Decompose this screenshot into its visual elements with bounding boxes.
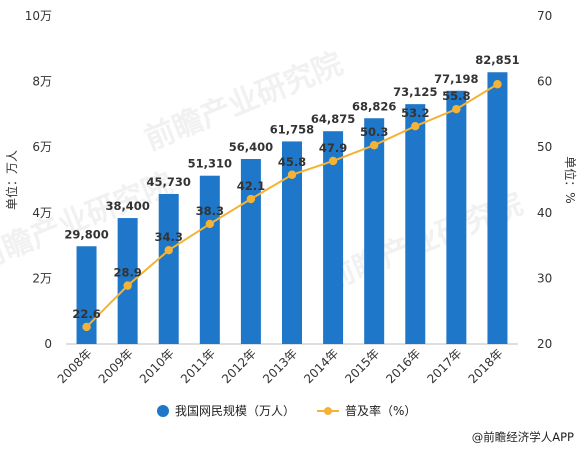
line-point [205,219,215,229]
line-point [369,141,379,150]
x-tick-label: 2015年 [342,346,382,386]
y-axis-left-title: 单位：万人 [4,150,19,210]
line-data-labels: 22.6 28.9 34.3 38.3 42.1 45.8 47.9 50.3 53.2 55.8 [72,89,470,321]
y-right-tick-label: 50 [537,140,552,154]
y-right-tick-label: 40 [537,206,552,220]
line-value-label: 38.3 [196,204,224,218]
y-right-tick-label: 20 [537,337,552,351]
x-tick-label: 2017年 [425,346,465,386]
line-point [328,156,338,166]
y-left-tick-label: 6万 [32,140,52,154]
bar-series [76,72,508,345]
bar-data-labels: 29,800 38,400 45,730 51,310 56,400 61,75864,8… [64,53,519,241]
bar-value-label: 56,400 [229,140,273,154]
y-left-tick-label: 4万 [32,206,52,220]
y-axis-left: 0 2万 4万 6万 8万 10万 [25,9,52,351]
legend: 我国网民规模（万人） 普及率（%） [157,403,416,418]
x-tick-label: 2009年 [96,346,136,386]
y-left-tick-label: 2万 [32,271,52,285]
bar [364,118,385,344]
line-value-label: 34.3 [155,230,183,244]
bar [76,246,97,344]
x-tick-label: 2016年 [383,346,423,386]
x-tick-label: 2012年 [219,346,259,386]
bar-value-label: 45,730 [147,175,191,189]
line-point [123,281,132,290]
source-credit: @前瞻经济学人APP [472,430,574,444]
x-axis-ticks: 2008年 2009年 2010年 2011年 2012年 2013年 2014年 2015年… [55,346,506,386]
line-point [493,80,502,89]
line-point [287,170,297,179]
y-left-tick-label: 0 [44,337,52,351]
bar-value-label: 82,851 [475,53,519,67]
bar [405,104,426,345]
line-point [452,104,461,114]
bar [446,90,467,344]
x-tick-label: 2008年 [55,346,95,386]
y-left-tick-label: 10万 [25,9,52,23]
line-value-label: 55.8 [442,89,470,103]
bar-value-label: 61,758 [270,122,314,136]
line-series [82,80,502,332]
bar-value-label: 73,125 [393,85,437,99]
bar [158,194,179,344]
line-value-label: 50.3 [360,125,388,139]
line-value-label: 22.6 [72,307,100,321]
bar-value-label: 77,198 [434,72,478,86]
bar [199,175,220,344]
x-tick-label: 2013年 [260,346,300,386]
legend-label-line: 普及率（%） [345,403,416,418]
y-right-tick-label: 70 [537,9,552,23]
line-point [164,245,173,255]
bar-value-label: 38,400 [105,199,149,213]
x-tick-label: 2014年 [301,346,341,386]
bar [282,141,302,344]
y-left-tick-label: 8万 [32,75,52,89]
line-value-label: 28.9 [113,266,141,280]
y-right-tick-label: 30 [537,271,552,285]
y-axis-right-title: 单位：% [563,156,578,203]
bar [323,131,344,344]
y-axis-right: 20 30 40 50 60 70 [537,9,552,351]
legend-swatch-line-marker [324,407,332,415]
line-point [411,122,420,131]
bar [117,218,138,344]
line-point [82,322,91,332]
line-value-label: 47.9 [319,141,347,155]
line-value-label: 53.2 [401,106,429,120]
bar-value-label: 68,826 [352,99,396,113]
bar-value-label: 29,800 [64,227,108,241]
x-tick-label: 2010年 [137,346,177,386]
bar [487,72,508,344]
y-right-tick-label: 60 [537,75,552,89]
bar [240,159,261,344]
line-value-label: 42.1 [237,179,265,193]
line-point [246,194,256,204]
x-tick-label: 2018年 [466,346,506,386]
legend-label-bar: 我国网民规模（万人） [175,403,295,418]
line-value-label: 45.8 [278,155,306,169]
bar-value-label: 51,310 [188,157,232,171]
bar-value-label: 64,875 [311,112,355,126]
legend-swatch-bar [157,405,169,417]
x-tick-label: 2011年 [178,346,218,386]
